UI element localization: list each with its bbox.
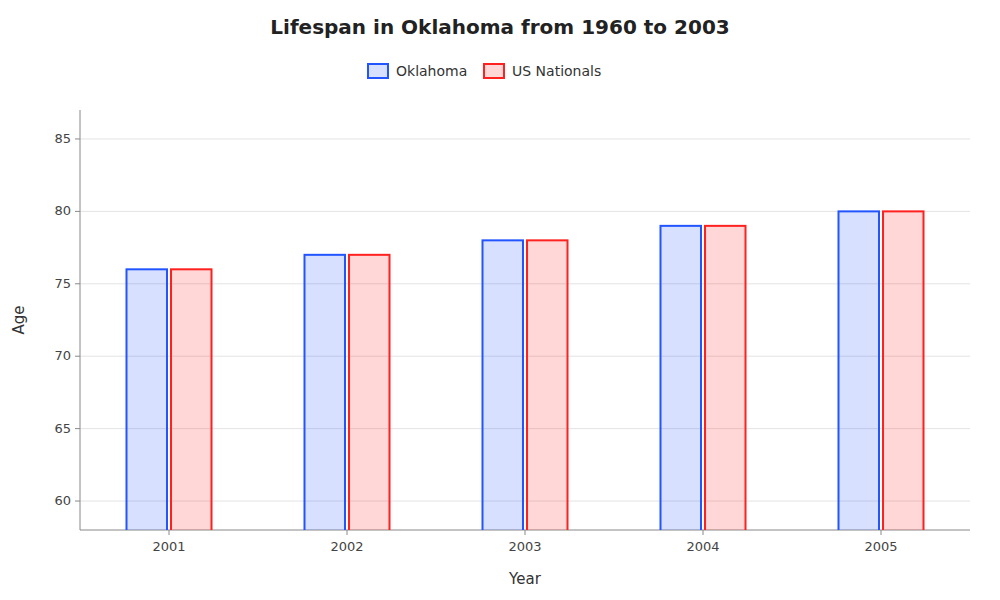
bar: [483, 240, 524, 530]
axes: 60 65 70 75 80 85 2001 2002 2003 2004 2005: [54, 110, 970, 554]
bar: [705, 226, 746, 530]
bar: [305, 255, 346, 530]
bar: [349, 255, 390, 530]
y-tick: [75, 428, 80, 429]
grid-line: [80, 428, 970, 429]
chart-container: Lifespan in Oklahoma from 1960 to 2003 60…: [0, 0, 1000, 600]
y-axis-line: [80, 110, 81, 530]
bar: [883, 211, 924, 530]
y-tick: [75, 501, 80, 502]
x-tick: [881, 530, 882, 535]
background: [0, 0, 1000, 600]
y-tick: [75, 283, 80, 284]
x-tick-label: 2001: [152, 539, 185, 554]
grid-line: [80, 356, 970, 357]
y-tick-label: 60: [54, 493, 71, 508]
grid-line: [80, 138, 970, 139]
y-tick-label: 70: [54, 348, 71, 363]
y-tick-label: 65: [54, 421, 71, 436]
x-tick: [525, 530, 526, 535]
bar: [839, 211, 880, 530]
legend-label: Oklahoma: [396, 63, 467, 79]
bar: [661, 226, 702, 530]
grid-line: [80, 283, 970, 284]
legend-swatch: [484, 64, 504, 78]
x-axis-label: Year: [508, 570, 542, 588]
y-axis-label: Age: [10, 305, 28, 334]
x-tick-label: 2002: [330, 539, 363, 554]
chart-svg: Lifespan in Oklahoma from 1960 to 2003 60…: [0, 0, 1000, 600]
bar: [527, 240, 568, 530]
bars: [127, 211, 924, 530]
legend-label: US Nationals: [512, 63, 601, 79]
x-tick: [347, 530, 348, 535]
grid-line: [80, 211, 970, 212]
x-tick-label: 2004: [686, 539, 719, 554]
legend: Oklahoma US Nationals: [368, 63, 601, 79]
x-tick-label: 2003: [508, 539, 541, 554]
y-tick-label: 80: [54, 203, 71, 218]
x-tick: [703, 530, 704, 535]
bar: [171, 269, 212, 530]
y-tick-label: 85: [54, 131, 71, 146]
chart-title: Lifespan in Oklahoma from 1960 to 2003: [270, 15, 729, 39]
bar: [127, 269, 168, 530]
y-tick: [75, 211, 80, 212]
y-tick: [75, 356, 80, 357]
x-tick: [169, 530, 170, 535]
grid-line: [80, 501, 970, 502]
y-tick-label: 75: [54, 276, 71, 291]
legend-swatch: [368, 64, 388, 78]
grid: [80, 139, 970, 501]
y-tick: [75, 138, 80, 139]
x-tick-label: 2005: [864, 539, 897, 554]
